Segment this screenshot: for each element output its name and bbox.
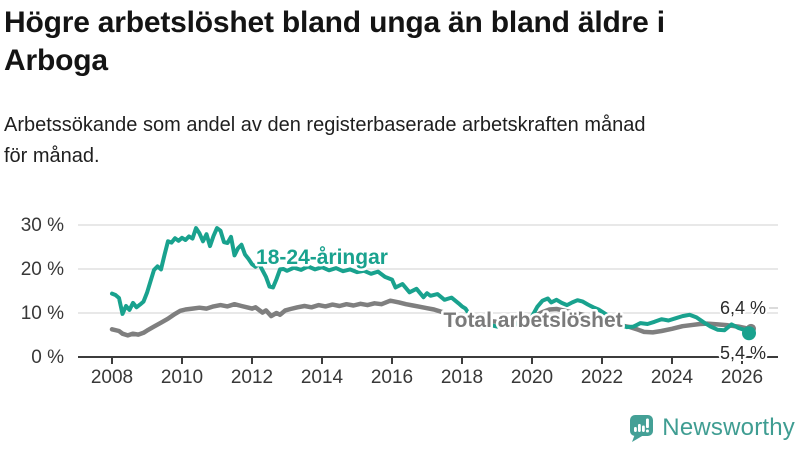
newsworthy-logo[interactable]: Newsworthy bbox=[629, 411, 795, 445]
series-line-total bbox=[109, 298, 752, 338]
axes: 0 % 10 % 20 % 30 % 2008 2010 2012 2014 2016 2018 2… bbox=[21, 215, 778, 388]
x-axis-tick-label: 2008 bbox=[91, 367, 133, 388]
page-title: Högre arbetslöshet bland unga än bland ä… bbox=[4, 4, 796, 80]
x-axis-tick-label: 2012 bbox=[231, 367, 273, 388]
x-axis-tick-label: 2018 bbox=[441, 367, 483, 388]
end-value-youth: 5,4 % bbox=[720, 343, 766, 363]
x-axis-tick-label: 2010 bbox=[161, 367, 203, 388]
end-value-total: 6,4 % bbox=[720, 298, 766, 318]
newsworthy-logo-text: Newsworthy bbox=[662, 414, 795, 441]
gridlines bbox=[78, 224, 778, 314]
x-axis-tick-label: 2026 bbox=[721, 367, 763, 388]
y-axis-tick-label: 20 % bbox=[21, 259, 64, 280]
x-axis-tick-label: 2016 bbox=[371, 367, 413, 388]
series-end-dot-youth bbox=[742, 326, 756, 341]
series-label-total: Total arbetslöshet bbox=[443, 309, 622, 332]
subtitle-line-1: Arbetssökande som andel av den registerb… bbox=[4, 114, 646, 136]
x-axis-tick-label: 2022 bbox=[581, 367, 623, 388]
subtitle-line-2: för månad. bbox=[4, 145, 100, 167]
x-axis-tick-label: 2020 bbox=[511, 367, 553, 388]
series-line-youth bbox=[110, 226, 751, 336]
y-axis-tick-label: 10 % bbox=[21, 303, 64, 324]
x-axis-tick-label: 2014 bbox=[301, 367, 344, 388]
y-axis-tick-label: 30 % bbox=[21, 215, 64, 236]
annotations: 18-24-åringar Total arbetslöshet 6,4 % 5… bbox=[254, 244, 778, 365]
speech-bubble-bar-chart-icon bbox=[630, 414, 654, 442]
title-line-2: Arboga bbox=[4, 44, 108, 77]
x-axis-tick-label: 2024 bbox=[651, 367, 694, 388]
title-line-1: Högre arbetslöshet bland unga än bland ä… bbox=[4, 6, 665, 39]
chart-subtitle: Arbetssökande som andel av den registerb… bbox=[4, 110, 796, 172]
y-axis-tick-label: 0 % bbox=[31, 347, 64, 368]
series-label-youth: 18-24-åringar bbox=[256, 246, 388, 269]
series-lines bbox=[109, 226, 756, 341]
